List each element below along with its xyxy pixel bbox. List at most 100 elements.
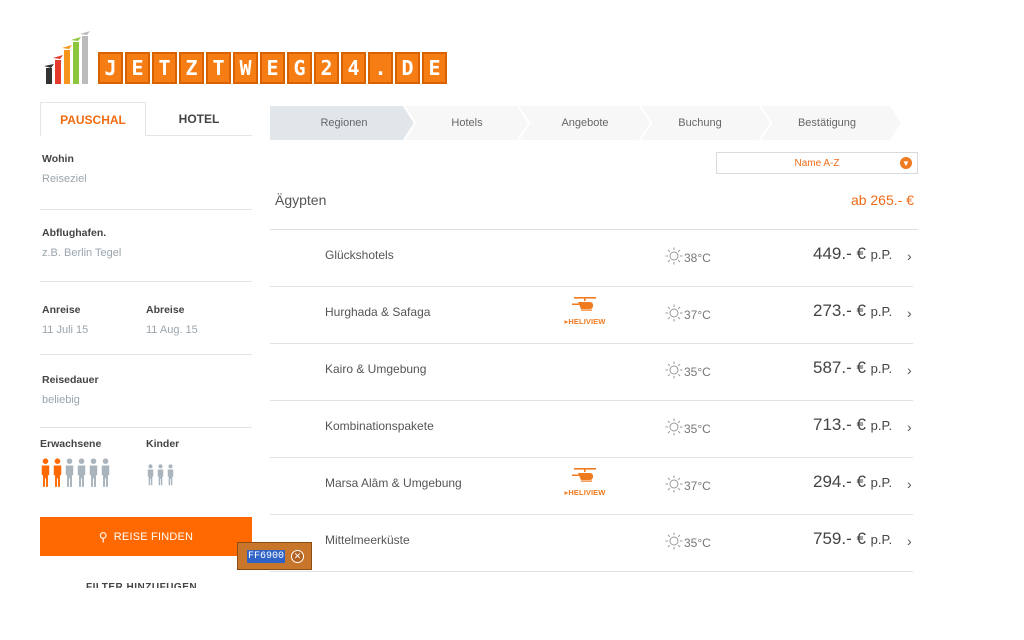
- search-button[interactable]: ⚲ REISE FINDEN: [40, 517, 252, 556]
- chevron-right-icon[interactable]: ›: [907, 362, 912, 378]
- airport-skyline-icon: [44, 31, 90, 84]
- step-bestaetigung[interactable]: Bestätigung: [797, 117, 857, 129]
- price-value: 294.- €: [813, 472, 866, 491]
- adult-person-icon[interactable]: [40, 458, 51, 493]
- chevron-right-icon[interactable]: ›: [907, 533, 912, 549]
- result-price: 587.- € p.P.: [813, 358, 892, 378]
- child-person-icon[interactable]: [166, 464, 175, 491]
- temperature: 35°C: [665, 418, 711, 439]
- result-row[interactable]: Mittelmeerküste 35°C 759.- € p.P. ›: [270, 515, 913, 572]
- logo-letter: W: [233, 52, 258, 84]
- airport-input[interactable]: z.B. Berlin Tegel: [42, 247, 122, 259]
- chevron-right-icon[interactable]: ›: [907, 305, 912, 321]
- step-angebote[interactable]: Angebote: [561, 117, 609, 129]
- result-row[interactable]: Hurghada & Safaga ▸HELIVIEW 37°C 273.- € p.…: [270, 287, 913, 344]
- departure-field[interactable]: Anreise 11 Juli 15: [42, 304, 146, 354]
- heliview-label: ▸HELIVIEW: [564, 317, 606, 326]
- chevron-right-icon[interactable]: ›: [907, 476, 912, 492]
- logo-letter: D: [395, 52, 420, 84]
- logo-letter: 4: [341, 52, 366, 84]
- close-circle-icon[interactable]: ✕: [291, 549, 305, 563]
- result-row[interactable]: Kairo & Umgebung 35°C 587.- € p.P. ›: [270, 344, 913, 401]
- result-name[interactable]: Mittelmeerküste: [325, 533, 410, 547]
- sort-select[interactable]: Name A-Z ▼: [716, 152, 918, 174]
- logo-letter: .: [368, 52, 393, 84]
- sun-icon: [665, 304, 683, 325]
- result-name[interactable]: Kairo & Umgebung: [325, 362, 427, 376]
- result-name[interactable]: Kombinationspakete: [325, 419, 434, 433]
- filter-link[interactable]: FILTER HINZUFÜGEN: [86, 582, 198, 588]
- temperature-value: 35°C: [684, 535, 711, 550]
- destination-field[interactable]: Wohin Reiseziel: [40, 136, 252, 210]
- airport-field[interactable]: Abflughafen. z.B. Berlin Tegel: [40, 210, 252, 282]
- return-input[interactable]: 11 Aug. 15: [146, 324, 198, 336]
- booking-steps: Regionen Hotels Angebote Buchung Bestäti…: [270, 106, 901, 140]
- result-price: 759.- € p.P.: [813, 529, 892, 549]
- result-name[interactable]: Glückshotels: [325, 248, 394, 262]
- sun-icon: [665, 532, 683, 553]
- helicopter-icon: [572, 297, 598, 315]
- chevron-right-icon[interactable]: ›: [907, 248, 912, 264]
- child-person-icon[interactable]: [146, 464, 155, 491]
- airport-label: Abflughafen.: [42, 227, 107, 239]
- result-row[interactable]: Kombinationspakete 35°C 713.- € p.P. ›: [270, 401, 913, 458]
- sort-value: Name A-Z: [794, 157, 840, 169]
- search-button-label: REISE FINDEN: [113, 530, 194, 543]
- logo-letter: J: [98, 52, 123, 84]
- tab-pauschal[interactable]: PAUSCHAL: [40, 102, 146, 136]
- result-row[interactable]: Glückshotels 38°C 449.- € p.P. ›: [270, 230, 913, 287]
- search-tabs: PAUSCHAL HOTEL: [40, 102, 252, 136]
- adult-person-icon[interactable]: [88, 458, 99, 493]
- temperature: 37°C: [665, 475, 711, 496]
- children-selector[interactable]: [146, 464, 252, 491]
- adults-selector[interactable]: [40, 458, 146, 493]
- results-list: Glückshotels 38°C 449.- € p.P. › Hurghada & …: [270, 230, 913, 586]
- logo-letter: E: [125, 52, 150, 84]
- result-price: 713.- € p.P.: [813, 415, 892, 435]
- temperature: 35°C: [665, 361, 711, 382]
- color-value-text[interactable]: FF6900: [247, 549, 286, 563]
- tab-hotel[interactable]: HOTEL: [146, 102, 252, 136]
- adult-person-icon[interactable]: [64, 458, 75, 493]
- color-value-tooltip: FF6900 ✕: [237, 542, 312, 570]
- sun-icon: [665, 361, 683, 382]
- price-unit: p.P.: [870, 247, 893, 262]
- heliview-badge[interactable]: ▸HELIVIEW: [558, 468, 612, 497]
- temperature-value: 37°C: [684, 478, 711, 493]
- result-row-partial[interactable]: [270, 572, 913, 586]
- departure-input[interactable]: 11 Juli 15: [42, 324, 89, 336]
- destination-input[interactable]: Reiseziel: [42, 173, 87, 185]
- result-row[interactable]: Marsa Alâm & Umgebung ▸HELIVIEW 37°C 294.- …: [270, 458, 913, 515]
- departure-label: Anreise: [42, 304, 81, 316]
- price-value: 759.- €: [813, 529, 866, 548]
- logo-letter: T: [206, 52, 231, 84]
- step-hotels[interactable]: Hotels: [451, 117, 483, 129]
- adult-person-icon[interactable]: [52, 458, 63, 493]
- temperature-value: 38°C: [684, 250, 711, 265]
- result-name[interactable]: Marsa Alâm & Umgebung: [325, 476, 462, 490]
- adult-person-icon[interactable]: [76, 458, 87, 493]
- step-buchung[interactable]: Buchung: [678, 117, 722, 129]
- return-field[interactable]: Abreise 11 Aug. 15: [146, 304, 250, 354]
- logo-letter: E: [422, 52, 447, 84]
- duration-field[interactable]: Reisedauer beliebig: [40, 355, 252, 428]
- heliview-label: ▸HELIVIEW: [564, 488, 606, 497]
- duration-select[interactable]: beliebig: [42, 394, 80, 406]
- region-header: Ägypten ab 265.- €: [270, 186, 918, 230]
- logo-letter: Z: [179, 52, 204, 84]
- temperature: 37°C: [665, 304, 711, 325]
- result-name[interactable]: Hurghada & Safaga: [325, 305, 431, 319]
- travellers-field: Erwachsene Kinder: [40, 438, 252, 493]
- chevron-right-icon[interactable]: ›: [907, 419, 912, 435]
- price-unit: p.P.: [870, 418, 893, 433]
- adult-person-icon[interactable]: [100, 458, 111, 493]
- children-field: Kinder: [146, 438, 252, 493]
- steps-background: [270, 106, 901, 140]
- child-person-icon[interactable]: [156, 464, 165, 491]
- heliview-badge[interactable]: ▸HELIVIEW: [558, 297, 612, 326]
- temperature-value: 35°C: [684, 421, 711, 436]
- chevron-down-icon: ▼: [900, 157, 912, 169]
- step-regionen[interactable]: Regionen: [320, 117, 368, 129]
